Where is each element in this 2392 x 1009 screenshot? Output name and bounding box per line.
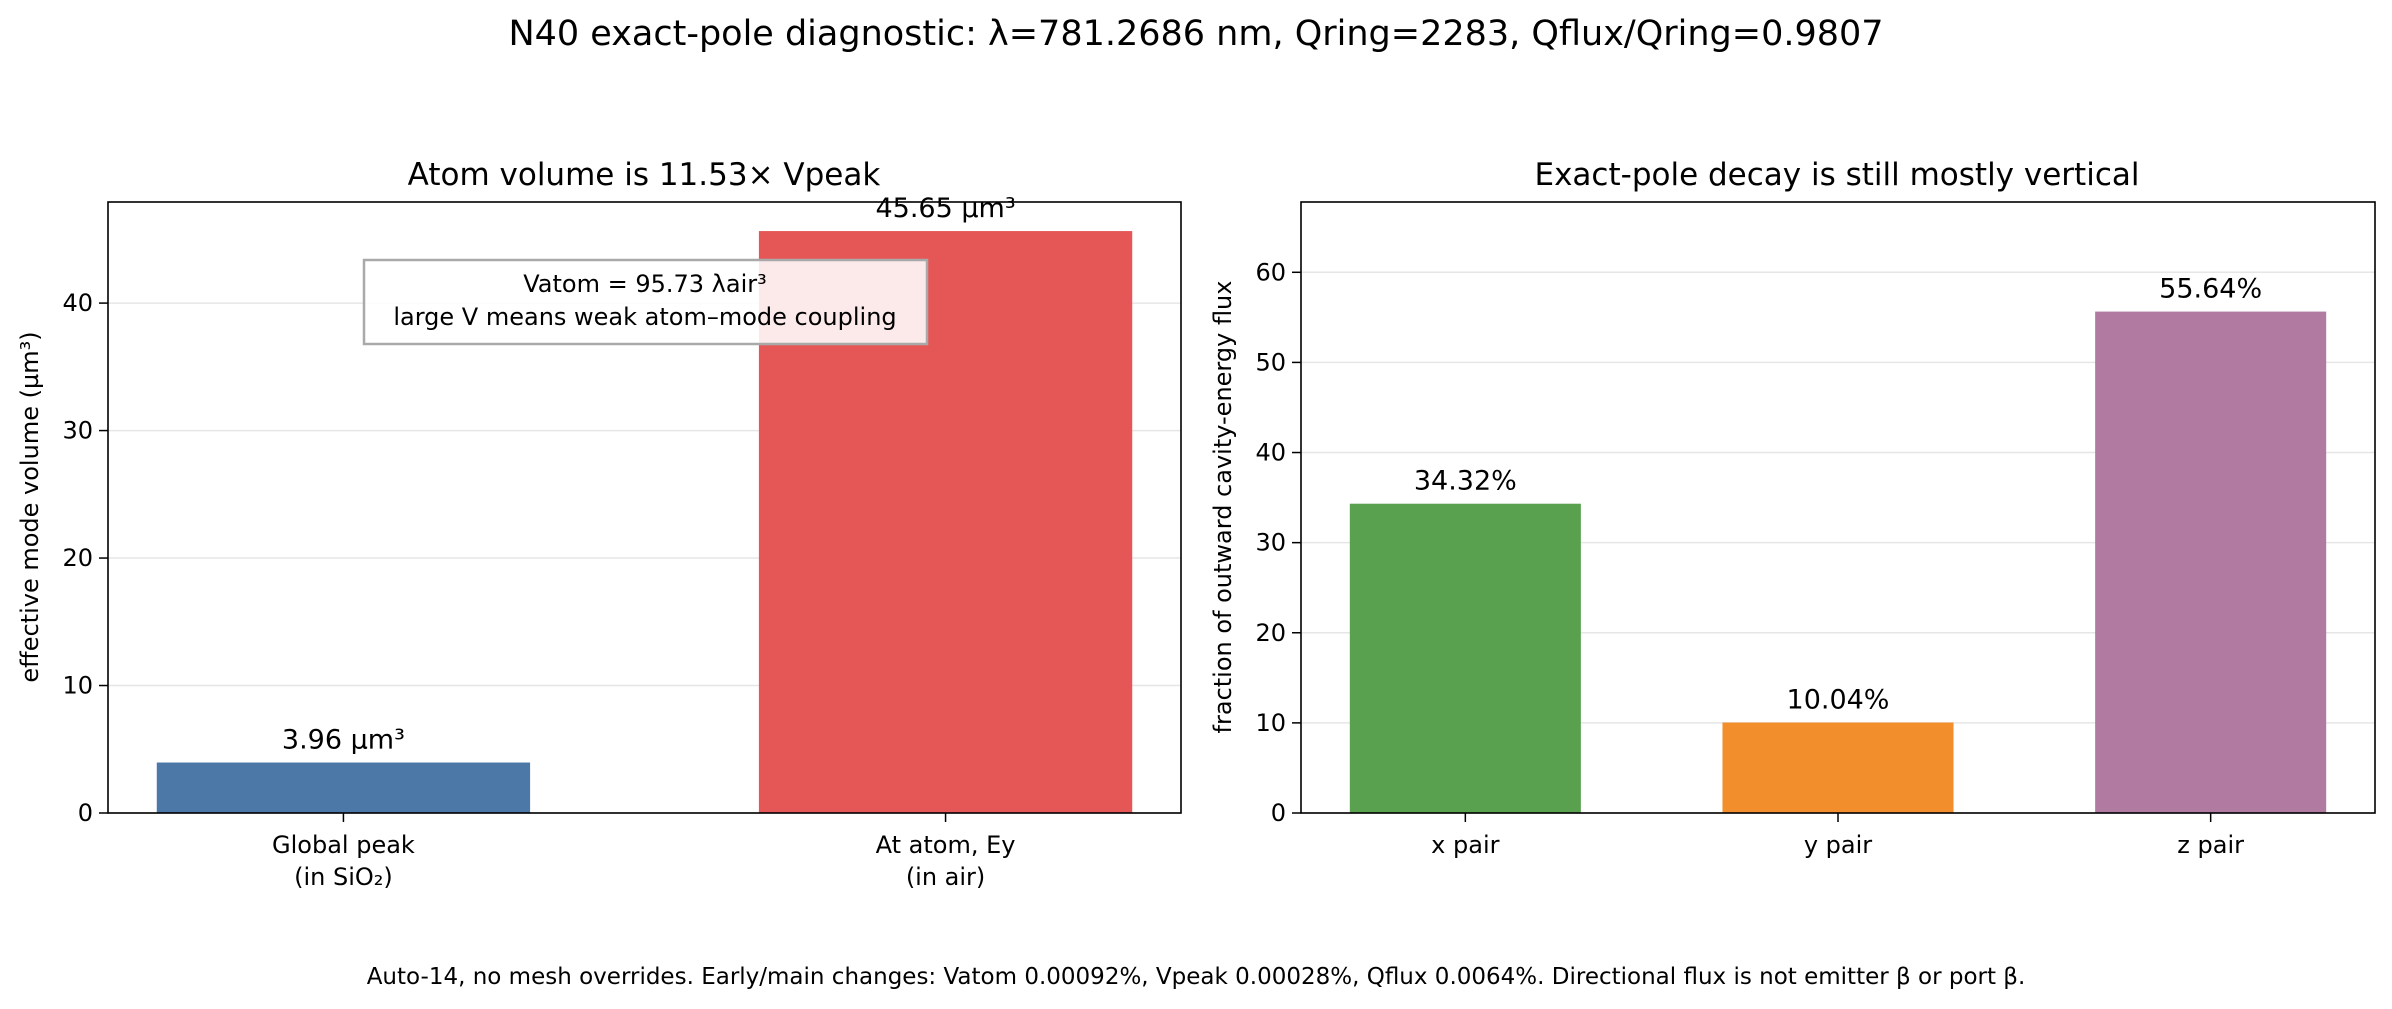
right-x-ticks: x pair y pair z pair xyxy=(1431,813,2244,859)
right-bars xyxy=(1349,311,2327,813)
left-y-ticks: 0 10 20 30 40 xyxy=(62,289,108,827)
left-x-ticks: Global peak (in SiO₂) At atom, Ey (in air) xyxy=(272,813,1015,891)
right-bar-2 xyxy=(2095,311,2327,813)
right-y-axis-label: fraction of outward cavity-energy flux xyxy=(1209,281,1237,734)
right-chart-title: Exact-pole decay is still mostly vertica… xyxy=(1535,157,2140,193)
y-tick-label: 30 xyxy=(1255,529,1286,557)
x-tick-label: (in SiO₂) xyxy=(294,863,393,891)
y-tick-label: 10 xyxy=(1255,709,1286,737)
right-y-ticks: 0 10 20 30 40 50 60 xyxy=(1255,258,1301,827)
right-value-labels: 34.32% 10.04% 55.64% xyxy=(1414,274,2262,716)
y-tick-label: 0 xyxy=(1271,799,1286,827)
x-tick-label: z pair xyxy=(2177,831,2244,859)
right-bar-1 xyxy=(1722,722,1954,813)
y-tick-label: 20 xyxy=(1255,619,1286,647)
left-bar-0 xyxy=(156,762,531,813)
y-tick-label: 20 xyxy=(62,544,93,572)
y-tick-label: 50 xyxy=(1255,348,1286,376)
footnote: Auto-14, no mesh overrides. Early/main c… xyxy=(367,964,2026,990)
left-annotation-box: Vatom = 95.73 λair³ large V means weak a… xyxy=(362,258,929,346)
right-chart: 34.32% 10.04% 55.64% 0 10 20 30 40 50 60 x pair y… xyxy=(1209,157,2376,859)
left-chart-title: Atom volume is 11.53× Vpeak xyxy=(408,157,881,193)
x-tick-label: At atom, Ey xyxy=(876,831,1016,859)
y-tick-label: 40 xyxy=(1255,439,1286,467)
left-chart: 3.96 µm³ 45.65 µm³ 0 10 20 30 40 Global peak (… xyxy=(16,157,1182,891)
right-bar-0 xyxy=(1349,503,1581,813)
x-tick-label: y pair xyxy=(1804,831,1872,859)
value-label: 3.96 µm³ xyxy=(282,725,405,756)
left-y-axis-label: effective mode volume (µm³) xyxy=(16,331,44,682)
y-tick-label: 0 xyxy=(78,799,93,827)
left-plot-frame xyxy=(107,201,1182,814)
y-tick-label: 60 xyxy=(1255,258,1286,286)
annotation-line-2: large V means weak atom–mode coupling xyxy=(393,303,896,331)
value-label: 45.65 µm³ xyxy=(875,193,1015,224)
value-label: 55.64% xyxy=(2159,274,2262,305)
annotation-frame xyxy=(362,258,929,346)
annotation-line-1: Vatom = 95.73 λair³ xyxy=(523,270,767,298)
x-tick-label: (in air) xyxy=(906,863,985,891)
left-value-labels: 3.96 µm³ 45.65 µm³ xyxy=(282,193,1016,755)
value-label: 34.32% xyxy=(1414,466,1517,497)
y-tick-label: 30 xyxy=(62,417,93,445)
x-tick-label: Global peak xyxy=(272,831,415,859)
y-tick-label: 40 xyxy=(62,289,93,317)
suptitle: N40 exact-pole diagnostic: λ=781.2686 nm… xyxy=(508,14,1883,54)
x-tick-label: x pair xyxy=(1431,831,1499,859)
y-tick-label: 10 xyxy=(62,672,93,700)
value-label: 10.04% xyxy=(1787,685,1890,716)
